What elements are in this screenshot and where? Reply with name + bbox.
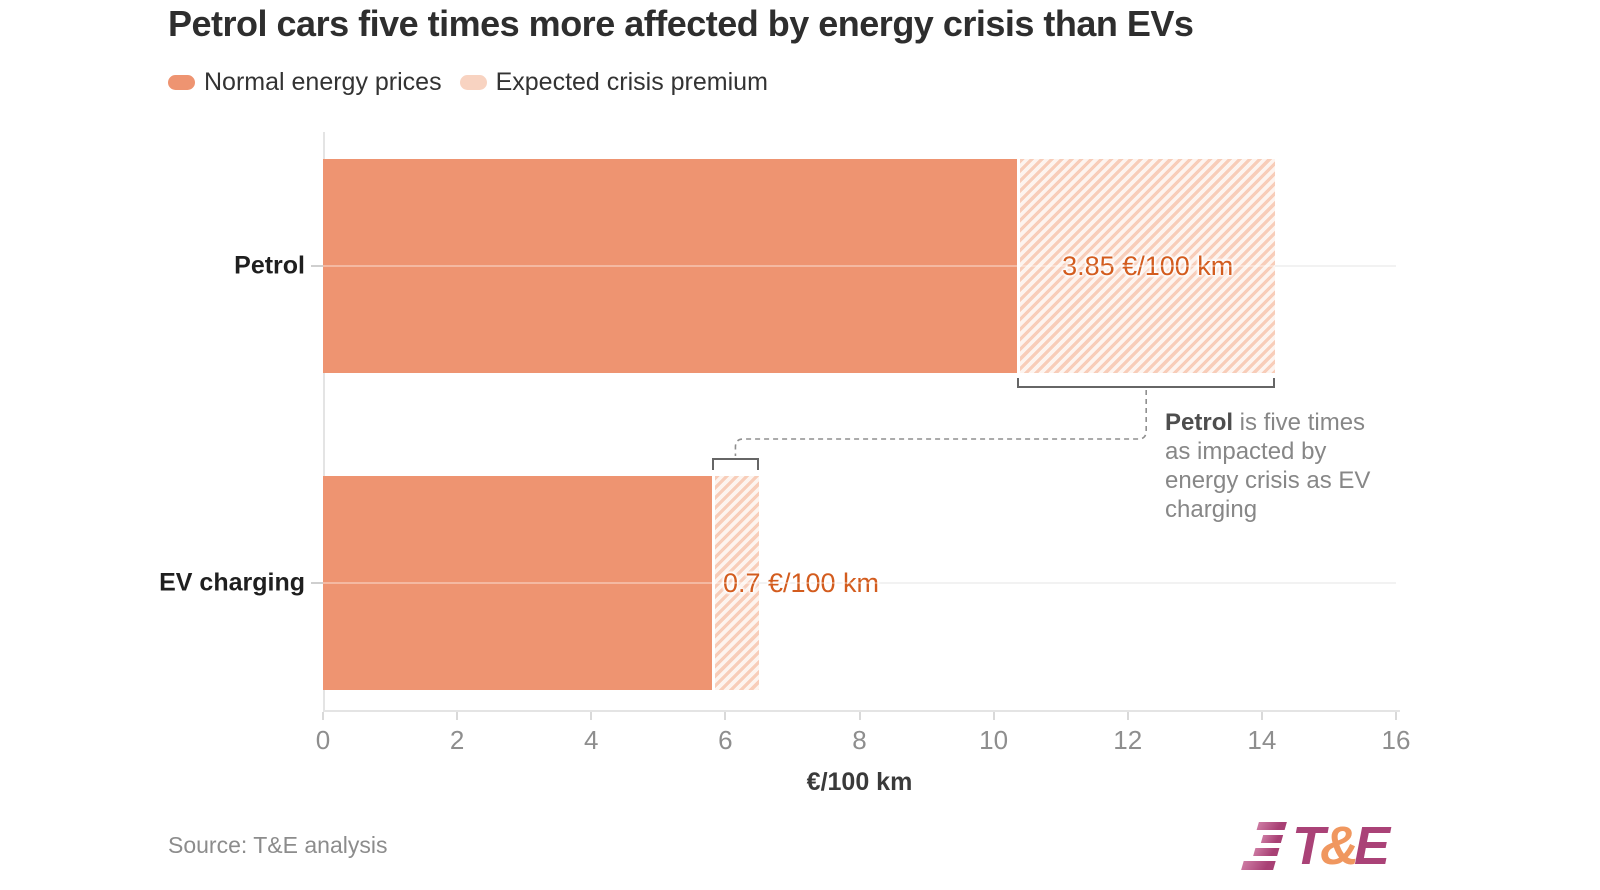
x-tick-mark [1395, 712, 1397, 720]
legend-label-normal: Normal energy prices [204, 68, 442, 96]
category-label-petrol: Petrol [234, 251, 305, 280]
x-tick-label: 12 [1113, 725, 1143, 755]
value-label-petrol-premium: 3.85 €/100 km [1062, 250, 1234, 281]
bar-ev-premium: 0.7 €/100 km [711, 476, 879, 690]
petrol-premium-bracket [1017, 378, 1276, 388]
te-logo: T&E [1241, 816, 1390, 876]
annotation-line: charging [1165, 496, 1258, 523]
x-tick-mark [992, 712, 995, 720]
bar-ev-normal [323, 476, 712, 690]
annotation-line: as impacted by [1165, 438, 1327, 465]
bar-row-petrol: Petrol 3.85 €/100 km [234, 159, 1396, 373]
x-axis-line [323, 710, 1400, 712]
logo-stripe [1241, 861, 1276, 870]
x-tick-label: 8 [852, 725, 867, 755]
plot-area: Petrol 3.85 €/100 km EV charging 0.7 €/1… [159, 132, 1410, 796]
legend: Normal energy prices Expected crisis pre… [168, 68, 768, 97]
value-label-ev-premium: 0.7 €/100 km [722, 567, 880, 598]
x-tick-mark [724, 712, 727, 720]
legend-item-crisis-premium: Expected crisis premium [459, 68, 768, 97]
bar-petrol-premium: 3.85 €/100 km [1017, 159, 1276, 373]
gridline [323, 582, 1396, 584]
legend-label-premium: Expected crisis premium [495, 68, 768, 96]
x-tick-label: 0 [315, 725, 331, 755]
x-tick-mark [590, 712, 593, 720]
x-tick-label: 4 [584, 725, 599, 755]
logo-stripe [1253, 848, 1280, 856]
annotation-line: energy crisis as EV [1165, 467, 1371, 494]
gridline-highlight [323, 582, 1396, 584]
x-tick-label: 10 [979, 725, 1009, 755]
x-tick-label: 2 [449, 725, 465, 755]
te-logo-mark-icon [1237, 822, 1287, 870]
annotation-bold: Petrol [1165, 409, 1234, 436]
x-tick-label: 16 [1381, 725, 1411, 755]
legend-swatch-normal-icon [168, 75, 195, 90]
legend-swatch-premium-icon [459, 75, 487, 90]
te-logo-text: T&E [1292, 816, 1390, 876]
logo-ampersand: & [1320, 816, 1359, 876]
x-tick-mark [858, 712, 861, 720]
x-axis-title: €/100 km [806, 768, 913, 796]
gridline-highlight [323, 265, 1396, 267]
logo-stripe [1256, 822, 1287, 830]
category-tick-ev [311, 582, 323, 584]
ev-premium-bracket [711, 458, 759, 470]
x-tick-mark [322, 712, 324, 720]
x-tick-mark [1126, 712, 1129, 720]
y-axis-line [323, 132, 325, 712]
x-tick-mark [1260, 712, 1263, 720]
bar-petrol-normal [323, 159, 1018, 373]
annotation-line: Petrol is five times [1165, 409, 1366, 436]
x-tick-label: 6 [718, 725, 733, 755]
legend-item-normal-energy-prices: Normal energy prices [168, 68, 442, 97]
x-tick-label: 14 [1247, 725, 1277, 755]
chart-title: Petrol cars five times more affected by … [168, 3, 1194, 44]
category-tick-petrol [311, 265, 323, 267]
bar-row-ev-charging: EV charging 0.7 €/100 km [159, 476, 1396, 690]
logo-stripe [1260, 835, 1284, 843]
x-tick-mark [456, 712, 459, 720]
category-label-ev: EV charging [159, 568, 305, 597]
source-note: Source: T&E analysis [168, 832, 388, 858]
annotation: Petrol is five times as impacted by ener… [1165, 408, 1395, 524]
